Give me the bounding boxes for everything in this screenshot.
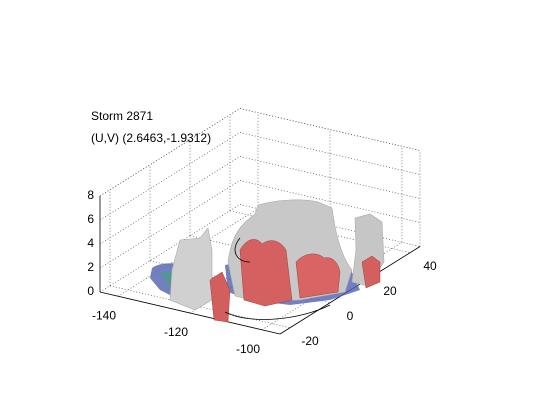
grid-line bbox=[189, 235, 371, 279]
x-tick-label: -120 bbox=[164, 325, 188, 339]
y-tick-label: -20 bbox=[301, 334, 319, 348]
y-tick-label: 0 bbox=[347, 309, 354, 323]
grid-line bbox=[99, 156, 241, 245]
z-tick-label: 2 bbox=[87, 260, 94, 274]
isosurfaces bbox=[150, 199, 385, 323]
red-surface bbox=[209, 271, 231, 323]
grid-line bbox=[239, 108, 421, 151]
grid-line bbox=[109, 285, 291, 329]
z-tick-label: 0 bbox=[87, 284, 94, 298]
red-surface bbox=[295, 253, 341, 299]
grid-line bbox=[261, 242, 403, 331]
gray-surface bbox=[169, 227, 213, 311]
grid-line bbox=[99, 108, 241, 197]
z-tick-label: 6 bbox=[87, 212, 94, 226]
contour bbox=[224, 237, 331, 320]
z-tick-label: 4 bbox=[87, 236, 94, 250]
y-tick-label: 20 bbox=[383, 284, 397, 298]
grid-line bbox=[239, 180, 421, 223]
grid-line bbox=[239, 156, 421, 199]
grid-line bbox=[99, 132, 241, 221]
red-surface bbox=[239, 239, 293, 307]
title-line: (U,V) (2.6463,-1.9312) bbox=[91, 131, 211, 145]
y-tick-label: 40 bbox=[423, 259, 437, 273]
red-surface bbox=[361, 255, 381, 289]
x-tick-label: -100 bbox=[236, 342, 260, 356]
title-line: Storm 2871 bbox=[91, 109, 153, 123]
grid-line bbox=[117, 208, 259, 297]
grid-line bbox=[99, 180, 241, 269]
grid-line bbox=[99, 204, 241, 293]
grid-line bbox=[239, 132, 421, 175]
z-tick-label: 8 bbox=[87, 188, 94, 202]
axes-box bbox=[99, 108, 421, 335]
x-tick-label: -140 bbox=[92, 308, 116, 322]
axis-line bbox=[99, 291, 281, 335]
